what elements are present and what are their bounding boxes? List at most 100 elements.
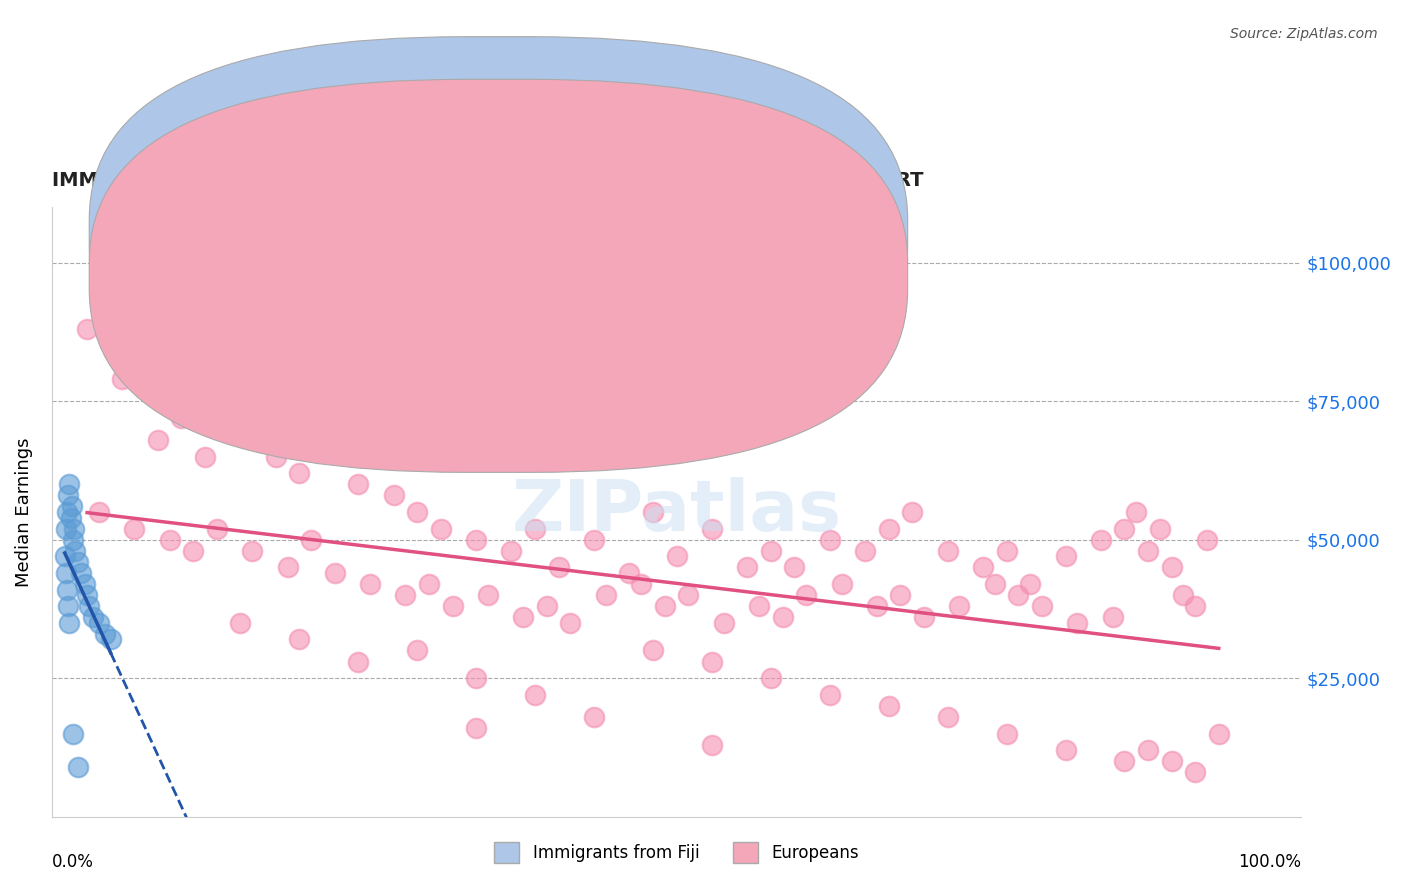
Point (66, 555, 89, 569)
Point (194, 450, 217, 464)
Point (700, 738, 723, 752)
Point (65, 543, 87, 558)
Point (536, 599, 558, 614)
Point (111, 372, 134, 386)
Point (901, 505, 924, 519)
Point (146, 433, 169, 447)
Point (700, 655, 723, 669)
Legend: Immigrants from Fiji, Europeans: Immigrants from Fiji, Europeans (488, 836, 865, 869)
Point (76, 322, 98, 336)
Point (359, 577, 381, 591)
Point (560, 615, 582, 630)
Point (477, 588, 499, 602)
FancyBboxPatch shape (89, 37, 908, 430)
Text: R = -0.680   N = 25: R = -0.680 N = 25 (551, 232, 728, 250)
Text: 0.0%: 0.0% (52, 854, 94, 871)
Point (783, 560, 806, 574)
FancyBboxPatch shape (89, 79, 908, 473)
Text: Source: ZipAtlas.com: Source: ZipAtlas.com (1230, 27, 1378, 41)
Point (759, 543, 782, 558)
Point (382, 488, 405, 502)
Point (465, 533, 488, 547)
Point (159, 533, 181, 547)
Point (59, 510, 82, 524)
Point (501, 543, 523, 558)
Point (1137, 543, 1160, 558)
Point (1173, 588, 1195, 602)
Point (641, 643, 664, 657)
Point (877, 522, 900, 536)
Point (312, 433, 335, 447)
Point (948, 599, 970, 614)
Y-axis label: Median Earnings: Median Earnings (15, 437, 32, 587)
Point (170, 410, 193, 425)
Point (63, 522, 86, 536)
Point (1090, 533, 1112, 547)
Point (53, 549, 76, 564)
Point (1149, 522, 1171, 536)
Point (62, 533, 84, 547)
Point (547, 560, 569, 574)
Point (1137, 743, 1160, 757)
Point (831, 577, 853, 591)
Point (1195, 533, 1218, 547)
Point (73, 577, 96, 591)
Point (1114, 522, 1136, 536)
Point (794, 588, 817, 602)
Point (347, 655, 370, 669)
Point (229, 615, 252, 630)
Point (58, 599, 80, 614)
Point (1066, 615, 1088, 630)
Point (276, 560, 298, 574)
Point (70, 566, 93, 580)
Point (76, 588, 98, 602)
Point (665, 549, 688, 564)
Point (62, 726, 84, 740)
Text: 100.0%: 100.0% (1239, 854, 1302, 871)
Point (465, 671, 488, 685)
Point (995, 543, 1018, 558)
Point (1208, 726, 1230, 740)
Point (772, 610, 794, 624)
Point (58, 488, 80, 502)
Point (240, 543, 263, 558)
Point (82, 610, 104, 624)
Point (58, 615, 80, 630)
Point (1007, 588, 1029, 602)
Point (818, 688, 841, 702)
Point (1114, 754, 1136, 768)
Point (264, 450, 287, 464)
Point (582, 710, 605, 724)
Point (429, 522, 451, 536)
Text: ZIPatlas: ZIPatlas (512, 477, 842, 547)
Point (87, 615, 110, 630)
Point (595, 588, 617, 602)
Point (853, 543, 876, 558)
Point (55, 522, 77, 536)
Point (866, 599, 889, 614)
Point (877, 698, 900, 713)
Point (347, 477, 370, 491)
Point (87, 505, 110, 519)
Point (1031, 599, 1053, 614)
Point (641, 505, 664, 519)
Point (465, 721, 488, 735)
Point (79, 599, 101, 614)
Point (936, 710, 959, 724)
Point (1184, 599, 1206, 614)
Point (1101, 610, 1123, 624)
Point (759, 671, 782, 685)
Point (735, 560, 758, 574)
Point (889, 588, 911, 602)
Point (619, 566, 641, 580)
Point (972, 560, 994, 574)
Point (700, 522, 723, 536)
Point (441, 599, 464, 614)
Point (1054, 743, 1077, 757)
Point (678, 588, 700, 602)
Point (56, 505, 79, 519)
Point (122, 522, 145, 536)
Point (181, 543, 204, 558)
Point (299, 533, 322, 547)
Point (654, 599, 676, 614)
